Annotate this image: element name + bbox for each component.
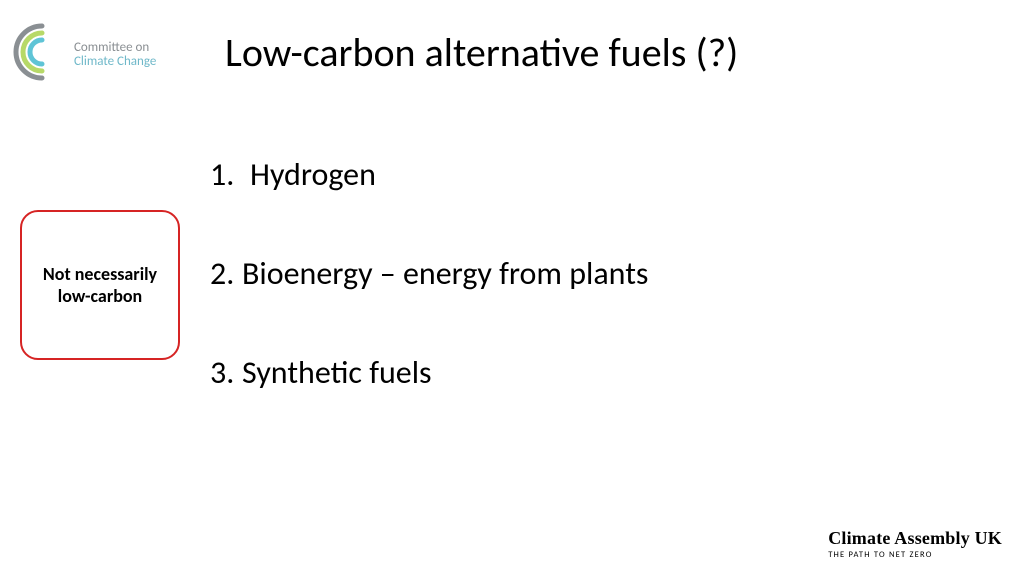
footer-sub: THE PATH TO NET ZERO [828,550,1002,560]
list-item: 3. Synthetic fuels [210,353,648,392]
list-text: Synthetic fuels [242,353,432,392]
logo-arcs-icon [12,22,72,82]
callout-text: Not necessarily low-carbon [30,263,170,308]
logo-line2: Climate Change [74,55,156,69]
committee-logo: Committee on Climate Change [12,22,156,82]
list-item: 1. Hydrogen [210,155,648,194]
logo-line1: Committee on [74,41,156,55]
slide: Committee on Climate Change Low-carbon a… [0,0,1024,576]
list-number: 2. [210,254,242,293]
list-item: 2. Bioenergy – energy from plants [210,254,648,293]
list-number: 1. [210,155,250,194]
list-number: 3. [210,353,242,392]
slide-title: Low-carbon alternative fuels (?) [225,28,738,77]
callout-box: Not necessarily low-carbon [20,210,180,360]
footer-main: Climate Assembly UK [828,528,1002,549]
logo-text: Committee on Climate Change [74,41,156,68]
list-text: Bioenergy – energy from plants [242,254,648,293]
list-text: Hydrogen [250,155,376,194]
fuel-list: 1. Hydrogen 2. Bioenergy – energy from p… [210,155,648,392]
footer-logo: Climate Assembly UK THE PATH TO NET ZERO [828,528,1002,560]
